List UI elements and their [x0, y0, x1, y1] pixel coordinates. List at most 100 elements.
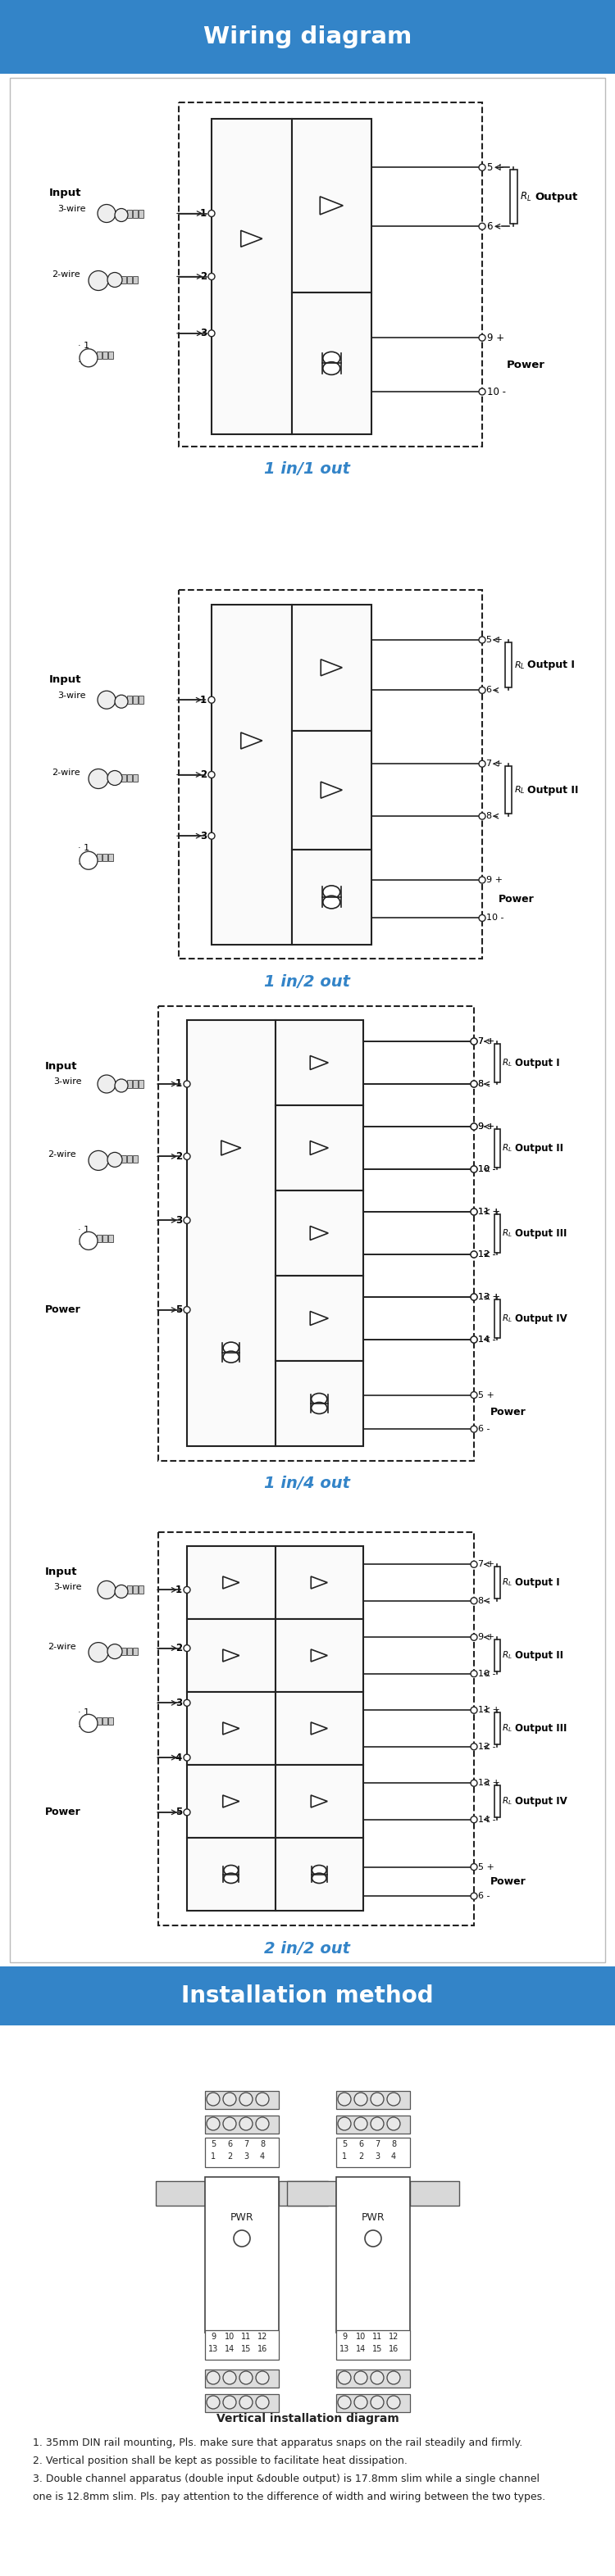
Bar — [127, 1079, 132, 1087]
Text: 13: 13 — [339, 2344, 349, 2352]
Ellipse shape — [223, 1342, 239, 1352]
Text: 13 +: 13 + — [478, 1780, 500, 1788]
Text: 3. Double channel apparatus (double input &double output) is 17.8mm slim while a: 3. Double channel apparatus (double inpu… — [33, 2473, 539, 2486]
Text: 7: 7 — [375, 2141, 379, 2148]
Text: 1. 35mm DIN rail mounting, Pls. make sure that apparatus snaps on the rail stead: 1. 35mm DIN rail mounting, Pls. make sur… — [33, 2437, 523, 2450]
Bar — [133, 209, 138, 216]
Bar — [275, 1190, 363, 1275]
Bar — [292, 118, 371, 291]
Text: + 2: + 2 — [78, 358, 94, 366]
Text: 4: 4 — [175, 1752, 182, 1762]
Circle shape — [89, 1151, 108, 1170]
Bar — [494, 1638, 500, 1672]
Circle shape — [239, 2117, 253, 2130]
Circle shape — [470, 1167, 477, 1172]
Bar — [205, 2331, 279, 2360]
Circle shape — [208, 696, 215, 703]
Text: 4: 4 — [391, 2154, 396, 2161]
Text: 5 +: 5 + — [478, 1862, 494, 1870]
Text: Output III: Output III — [515, 1723, 567, 1734]
Circle shape — [479, 914, 485, 922]
Text: 2: 2 — [200, 270, 207, 281]
Text: 5 +: 5 + — [486, 636, 502, 644]
Text: Installation method: Installation method — [181, 1984, 434, 2007]
Text: 6 -: 6 - — [478, 1891, 490, 1901]
Text: mA: mA — [83, 858, 94, 863]
Ellipse shape — [224, 1865, 238, 1875]
Circle shape — [98, 1074, 116, 1092]
Text: Input: Input — [49, 188, 82, 198]
Text: 8: 8 — [260, 2141, 265, 2148]
Ellipse shape — [311, 1394, 327, 1404]
Text: Power: Power — [490, 1406, 526, 1417]
Circle shape — [479, 814, 485, 819]
Text: 9: 9 — [342, 2334, 347, 2342]
Ellipse shape — [312, 1865, 327, 1875]
Text: 1: 1 — [200, 696, 207, 706]
Circle shape — [387, 2117, 400, 2130]
Text: 1 in/1 out: 1 in/1 out — [264, 461, 351, 477]
Text: Output IV: Output IV — [515, 1795, 567, 1806]
Bar — [292, 732, 371, 850]
Circle shape — [184, 1154, 190, 1159]
Text: 15: 15 — [372, 2344, 383, 2352]
Polygon shape — [311, 1577, 327, 1589]
Text: 3-wire: 3-wire — [57, 693, 85, 701]
Text: 13 +: 13 + — [478, 1293, 500, 1301]
Circle shape — [207, 2092, 220, 2105]
Text: 9 +: 9 + — [478, 1123, 494, 1131]
Circle shape — [79, 1716, 98, 1734]
Ellipse shape — [323, 886, 340, 899]
Text: 9 +: 9 + — [486, 876, 502, 884]
Circle shape — [479, 760, 485, 768]
Text: 12: 12 — [257, 2334, 268, 2342]
Text: 3: 3 — [375, 2154, 379, 2161]
Bar — [158, 1533, 474, 1924]
Circle shape — [470, 1669, 477, 1677]
Bar — [187, 1546, 275, 1618]
Text: 13: 13 — [208, 2344, 218, 2352]
Polygon shape — [321, 659, 342, 675]
Text: Power: Power — [45, 1806, 81, 1819]
Circle shape — [470, 1082, 477, 1087]
Bar — [336, 2138, 410, 2166]
Circle shape — [338, 2370, 351, 2385]
Circle shape — [371, 2370, 384, 2385]
Circle shape — [470, 1208, 477, 1216]
Bar — [103, 350, 108, 358]
Bar — [121, 773, 126, 781]
Bar — [97, 350, 101, 358]
Circle shape — [108, 1643, 122, 1659]
Text: 11: 11 — [241, 2334, 251, 2342]
Circle shape — [387, 2396, 400, 2409]
Bar — [275, 1692, 363, 1765]
Circle shape — [354, 2092, 367, 2105]
Circle shape — [208, 770, 215, 778]
Text: 7 +: 7 + — [478, 1038, 494, 1046]
Bar — [133, 1587, 138, 1595]
Bar — [103, 1718, 108, 1726]
Circle shape — [479, 224, 485, 229]
Text: + 2: + 2 — [78, 1723, 94, 1731]
Ellipse shape — [323, 896, 340, 909]
Text: 14: 14 — [224, 2344, 235, 2352]
Text: 6 -: 6 - — [487, 222, 500, 232]
Text: 1: 1 — [175, 1079, 182, 1090]
Text: Output II: Output II — [515, 1144, 563, 1154]
Text: $R_L$: $R_L$ — [502, 1314, 512, 1324]
Bar — [121, 276, 126, 283]
Text: Power: Power — [499, 894, 534, 904]
Bar — [187, 1020, 275, 1445]
Bar — [121, 1649, 126, 1654]
Bar — [133, 1157, 138, 1162]
Bar — [97, 853, 101, 860]
Text: 12 -: 12 - — [478, 1249, 496, 1260]
Text: 6 -: 6 - — [478, 1425, 490, 1432]
Circle shape — [208, 273, 215, 281]
Circle shape — [479, 636, 485, 644]
Text: $R_L$: $R_L$ — [502, 1056, 512, 1069]
Text: · 1: · 1 — [78, 1226, 90, 1234]
Circle shape — [89, 270, 108, 291]
Text: 14 -: 14 - — [478, 1334, 496, 1345]
Text: 14 -: 14 - — [478, 1816, 496, 1824]
